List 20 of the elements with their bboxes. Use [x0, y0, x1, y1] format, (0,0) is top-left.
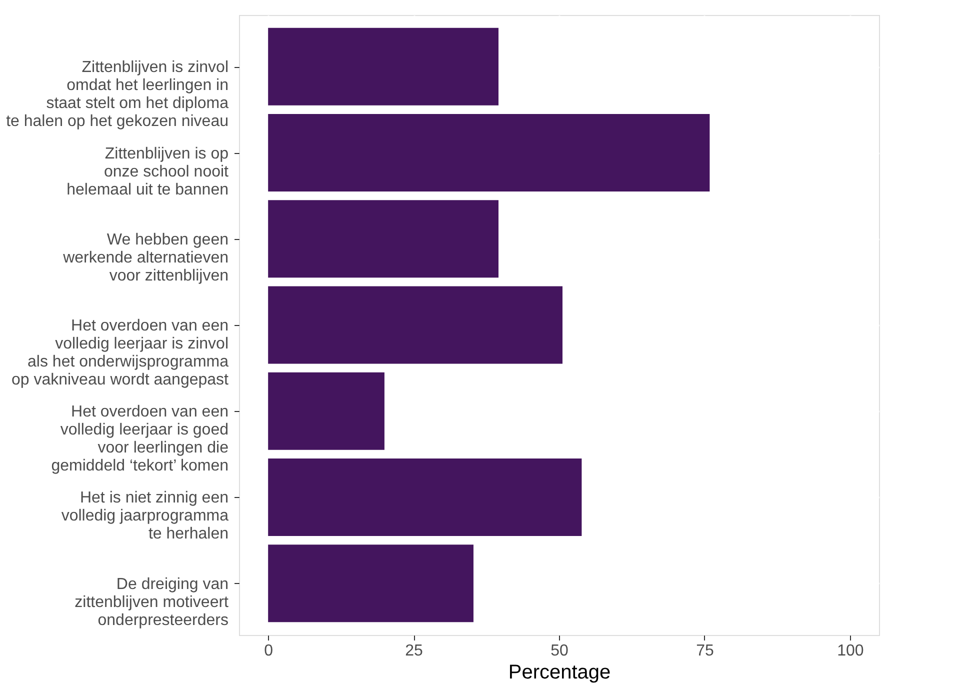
x-tick-label: 50: [550, 642, 568, 660]
y-tick-label: Het overdoen van een volledig leerjaar is goed voor leerlingen die gemiddeld ‘tekort’ komen: [51, 404, 229, 475]
y-tick-label: We hebben geen werkende alternatieven voor zittenblijven: [62, 231, 228, 284]
x-tick-label: 25: [405, 642, 424, 660]
bar: [268, 286, 562, 364]
y-tick-label: Het is niet zinnig een volledig jaarprogramma te herhalen: [61, 490, 229, 543]
bar: [268, 372, 384, 450]
x-tick-label: 100: [837, 642, 864, 660]
x-tick-label: 0: [264, 642, 274, 660]
bar: [268, 114, 710, 192]
y-tick-label: De dreiging van zittenblijven motiveert onderpresteerders: [74, 576, 230, 629]
bar: [268, 200, 498, 278]
x-axis-title: Percentage: [508, 662, 611, 684]
bar: [268, 28, 498, 106]
bar: [268, 544, 474, 622]
bar: [268, 458, 582, 536]
y-tick-label: Zittenblijven is zinvol omdat het leerlingen in staat stelt om het diploma te halen op het gekozen niveau: [6, 59, 229, 130]
y-tick-label: Het overdoen van een volledig leerjaar is zinvol als het onderwijsprogramma op vakniveau wordt aangepast: [11, 318, 230, 388]
x-tick-label: 75: [696, 642, 714, 660]
y-tick-label: Zittenblijven is op onze school nooit helemaal uit te bannen: [66, 145, 230, 198]
